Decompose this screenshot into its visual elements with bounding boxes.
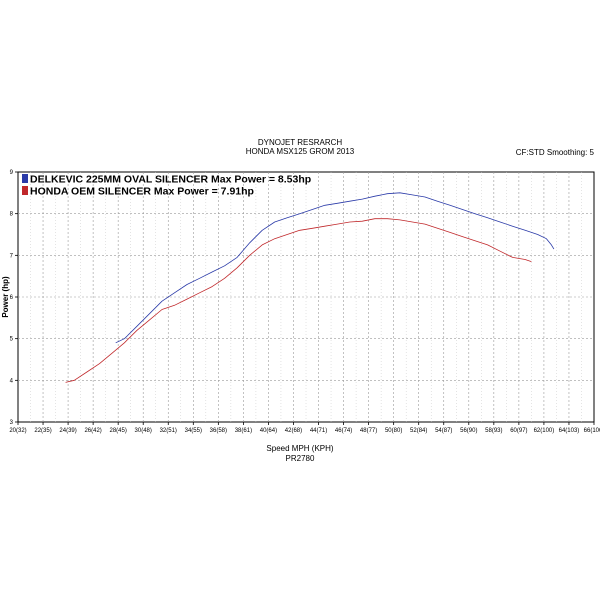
run-id: PR2780 [285, 454, 315, 463]
y-tick-label: 8 [10, 212, 14, 218]
x-tick-label: 62(100) [534, 428, 555, 434]
x-tick-label: 24(39) [59, 428, 76, 434]
chart-title-block: DYNOJET RESRARCH HONDA MSX125 GROM 2013 [0, 138, 600, 156]
y-tick-label: 6 [10, 295, 14, 301]
y-tick-label: 3 [10, 420, 14, 426]
x-tick-label: 30(48) [135, 428, 152, 434]
chart-title: DYNOJET RESRARCH [257, 138, 343, 147]
series-line-1 [115, 192, 555, 344]
x-tick-label: 26(42) [84, 428, 101, 434]
x-tick-label: 50(80) [385, 428, 402, 434]
x-tick-label: 48(77) [360, 428, 377, 434]
y-tick-label: 7 [10, 253, 14, 259]
x-tick-label: 42(68) [285, 428, 302, 434]
legend-swatch-2 [22, 186, 28, 195]
x-tick-label: 58(93) [485, 428, 502, 434]
x-tick-label: 36(58) [210, 428, 227, 434]
x-tick-label: 20(32) [9, 428, 26, 434]
x-tick-label: 66(106) [584, 428, 600, 434]
series-line-2 [65, 218, 532, 383]
correction-note: CF:STD Smoothing: 5 [515, 148, 594, 157]
y-axis-label: Power (hp) [1, 276, 10, 318]
x-tick-label: 38(61) [235, 428, 252, 434]
x-tick-label: 44(71) [310, 428, 327, 434]
legend-swatch-1 [22, 174, 28, 183]
x-tick-label: 28(45) [110, 428, 127, 434]
x-tick-label: 46(74) [335, 428, 352, 434]
x-tick-label: 32(51) [160, 428, 177, 434]
x-tick-label: 22(35) [34, 428, 51, 434]
y-tick-label: 5 [10, 337, 14, 343]
x-axis-label: Speed MPH (KPH) [266, 444, 334, 453]
x-tick-label: 64(103) [559, 428, 580, 434]
chart-subtitle: HONDA MSX125 GROM 2013 [245, 147, 355, 156]
y-tick-label: 9 [10, 170, 14, 176]
x-tick-label: 40(64) [260, 428, 277, 434]
x-tick-label: 52(84) [410, 428, 427, 434]
x-tick-label: 34(55) [185, 428, 202, 434]
x-tick-label: 54(87) [435, 428, 452, 434]
x-tick-label: 56(90) [460, 428, 477, 434]
legend-label-2: HONDA OEM SILENCER Max Power = 7.91hp [30, 186, 254, 198]
y-tick-label: 4 [10, 378, 14, 384]
x-tick-label: 60(97) [510, 428, 527, 434]
legend-label-1: DELKEVIC 225MM OVAL SILENCER Max Power =… [30, 174, 311, 186]
